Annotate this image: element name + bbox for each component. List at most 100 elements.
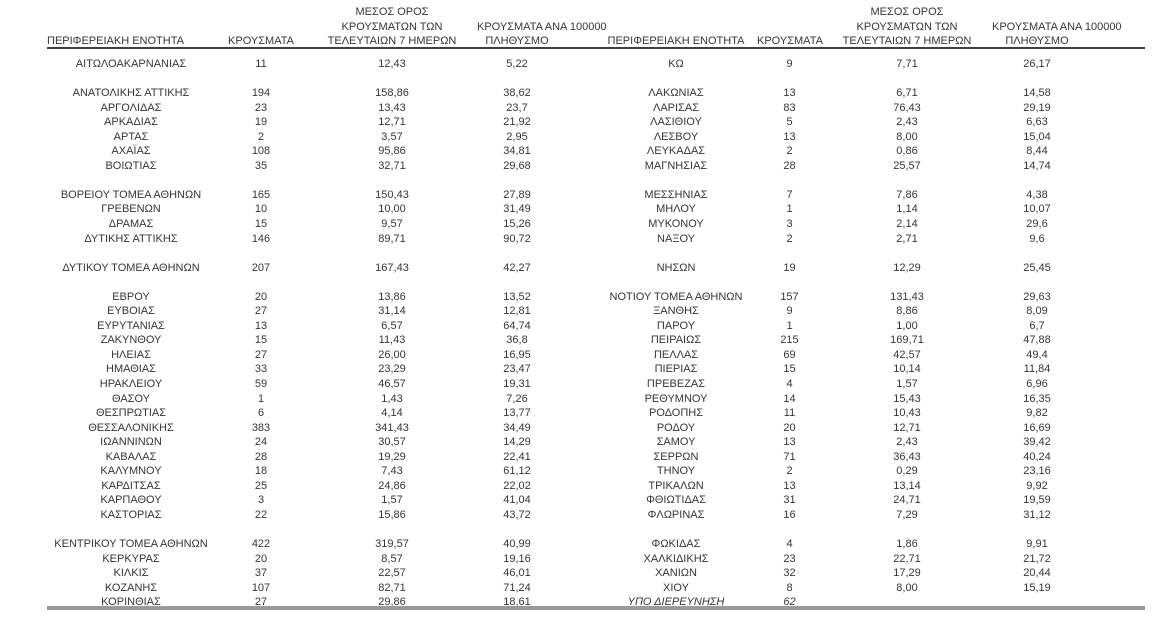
per100k-cell: 16,95 <box>503 348 531 361</box>
spacer-cell <box>595 72 1082 87</box>
avg7-cell: 4,14 <box>381 407 403 420</box>
region-cell: ΗΡΑΚΛΕΙΟΥ <box>99 378 163 391</box>
cases-cell: 1 <box>257 392 265 405</box>
per100k-cell: 31,49 <box>503 203 531 216</box>
per100k-cell: 46,01 <box>503 567 531 580</box>
per100k-cell: 90,72 <box>503 232 531 245</box>
avg7-cell: 31,14 <box>378 305 406 318</box>
cases-cell: 9 <box>786 58 793 70</box>
cases-cell: 8 <box>786 581 793 594</box>
cases-cell: 422 <box>251 538 271 551</box>
region-cell: ΛΑΣΙΘΙΟΥ <box>650 116 702 129</box>
cases-cell: 27 <box>254 305 268 318</box>
region-cell: ΠΙΕΡΙΑΣ <box>654 363 698 376</box>
region-cell: ΝΗΣΩΝ <box>656 261 696 274</box>
avg7-cell: 12,71 <box>893 421 921 434</box>
cases-cell: 37 <box>254 567 268 580</box>
per100k-cell: 27,89 <box>503 188 531 201</box>
avg7-cell: 13,14 <box>893 479 921 492</box>
avg7-cell: 12,43 <box>378 58 406 70</box>
per100k-cell: 6,96 <box>1026 378 1048 391</box>
per100k-cell: 22,41 <box>503 450 531 463</box>
region-cell: ΥΠΟ ΔΙΕΡΕΥΝΗΣΗ <box>627 596 725 609</box>
per100k-cell: 9,92 <box>1026 479 1048 492</box>
region-cell: ΖΑΚΥΝΘΟΥ <box>100 334 162 347</box>
avg7-cell: 29,86 <box>378 596 406 609</box>
avg7-cell: 42,57 <box>893 348 921 361</box>
per100k-cell: 23,16 <box>1023 465 1051 478</box>
avg7-cell: 19,29 <box>378 450 406 463</box>
avg7-cell: 22,71 <box>893 552 921 565</box>
cases-cell: 4 <box>786 538 793 551</box>
per100k-cell: 36,8 <box>506 334 528 347</box>
avg7-cell: 7,43 <box>381 465 403 478</box>
per100k-cell: 40,24 <box>1023 450 1051 463</box>
per100k-cell: 29,19 <box>1023 101 1051 114</box>
per100k-cell: 2,95 <box>506 130 528 143</box>
cases-cell: 20 <box>254 552 268 565</box>
avg7-cell: 1,57 <box>381 494 403 507</box>
avg7-cell: 10,14 <box>893 363 921 376</box>
per100k-cell: 11,84 <box>1023 363 1051 376</box>
per100k-cell: 29,68 <box>503 159 531 172</box>
region-cell: ΑΧΑΪΑΣ <box>111 145 151 158</box>
region-cell: ΑΡΓΟΛΙΔΑΣ <box>100 101 162 114</box>
cases-cell: 28 <box>254 450 268 463</box>
avg7-cell: 32,71 <box>378 159 406 172</box>
cases-cell: 165 <box>251 188 271 201</box>
cases-cell: 16 <box>783 508 796 521</box>
cases-cell: 10 <box>254 203 268 216</box>
region-cell: ΠΕΙΡΑΙΩΣ <box>650 334 702 347</box>
header-region: ΠΕΡΙΦΕΡΕΙΑΚΗ ΕΝΟΤΗΤΑ <box>47 34 184 47</box>
per100k-cell: 29,6 <box>1026 218 1048 231</box>
avg7-cell: 9,57 <box>381 218 403 231</box>
cases-cell: 2 <box>786 145 793 158</box>
region-cell: ΣΑΜΟΥ <box>656 436 696 449</box>
per100k-cell: 38,62 <box>503 87 531 100</box>
cases-cell: 23 <box>783 552 796 565</box>
per100k-cell: 25,45 <box>1023 261 1051 274</box>
avg7-cell: 24,71 <box>893 494 921 507</box>
avg7-cell: 46,57 <box>378 378 406 391</box>
region-cell: ΚΑΛΥΜΝΟΥ <box>100 465 162 478</box>
avg7-cell: 95,86 <box>378 145 406 158</box>
region-cell: ΕΥΒΟΙΑΣ <box>107 305 155 318</box>
avg7-cell: 8,00 <box>896 581 918 594</box>
avg7-cell: 26,00 <box>378 348 406 361</box>
header-underline <box>47 47 1145 49</box>
cases-cell: 1 <box>786 319 793 332</box>
per100k-cell: 12,81 <box>503 305 531 318</box>
per100k-cell: 64,74 <box>503 319 531 332</box>
per100k-cell: 20,44 <box>1023 567 1051 580</box>
per100k-cell: 15,19 <box>1023 581 1051 594</box>
per100k-cell: 26,17 <box>1023 58 1051 70</box>
cases-cell: 69 <box>783 348 796 361</box>
avg7-cell: 6,57 <box>381 319 403 332</box>
cases-cell: 32 <box>783 567 796 580</box>
per100k-cell: 8,44 <box>1026 145 1048 158</box>
per100k-cell: 47,88 <box>1023 334 1051 347</box>
spacer-cell <box>595 246 1082 261</box>
region-cell: ΗΛΕΙΑΣ <box>111 348 151 361</box>
avg7-cell: 23,29 <box>378 363 406 376</box>
per100k-cell: 34,81 <box>503 145 531 158</box>
avg7-cell: 22,57 <box>378 567 406 580</box>
region-cell: ΑΝΑΤΟΛΙΚΗΣ ΑΤΤΙΚΗΣ <box>72 87 190 100</box>
cases-cell: 23 <box>254 101 268 114</box>
region-cell: ΕΥΡΥΤΑΝΙΑΣ <box>97 319 165 332</box>
table-bottom-rule <box>47 606 1145 610</box>
avg7-cell: 169,71 <box>890 334 924 347</box>
avg7-cell: 7,29 <box>896 508 918 521</box>
per100k-cell: 19,31 <box>503 378 531 391</box>
avg7-cell: 2,14 <box>896 218 918 231</box>
region-cell: ΘΕΣΠΡΩΤΙΑΣ <box>95 407 167 420</box>
per100k-cell: 8,09 <box>1026 305 1048 318</box>
cases-cell: 27 <box>254 596 268 609</box>
cases-cell: 3 <box>257 494 265 507</box>
avg7-cell: 2,43 <box>896 436 918 449</box>
cases-cell: 20 <box>254 290 268 303</box>
spacer-cell <box>47 173 557 188</box>
cases-cell: 13 <box>783 436 796 449</box>
region-cell: ΛΑΡΙΣΑΣ <box>652 101 699 114</box>
avg7-cell: 150,43 <box>375 188 409 201</box>
